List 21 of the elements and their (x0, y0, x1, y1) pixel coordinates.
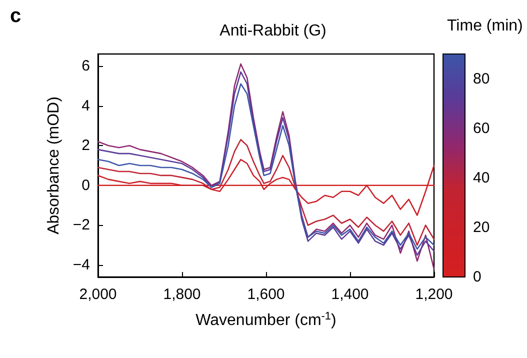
x-tick-label: 1,600 (247, 286, 285, 303)
y-tick-label: 6 (82, 57, 90, 74)
y-tick-label: −2 (72, 216, 90, 234)
color-bar-label: 60 (473, 120, 490, 137)
color-bar-label: 40 (473, 169, 490, 186)
chart-title: Anti-Rabbit (G) (220, 22, 326, 40)
line-series (97, 138, 435, 246)
x-tick-label: 1,200 (415, 286, 453, 303)
y-axis-title: Absorbance (mOD) (46, 96, 62, 234)
color-bar-label: 80 (473, 70, 490, 88)
y-tick-label: 0 (82, 176, 90, 194)
x-tick-label: 1,800 (163, 286, 201, 303)
color-bar-label: 0 (473, 268, 482, 286)
x-tick-label: 2,000 (79, 286, 117, 303)
y-tick-label: −4 (72, 256, 90, 274)
color-bar-label: 20 (473, 218, 490, 236)
x-tick-label: 1,400 (331, 286, 369, 303)
color-bar-title: Time (min) (447, 18, 523, 34)
y-tick-label: 4 (82, 97, 90, 114)
y-tick-label: 2 (82, 137, 90, 154)
text: c (10, 5, 22, 27)
